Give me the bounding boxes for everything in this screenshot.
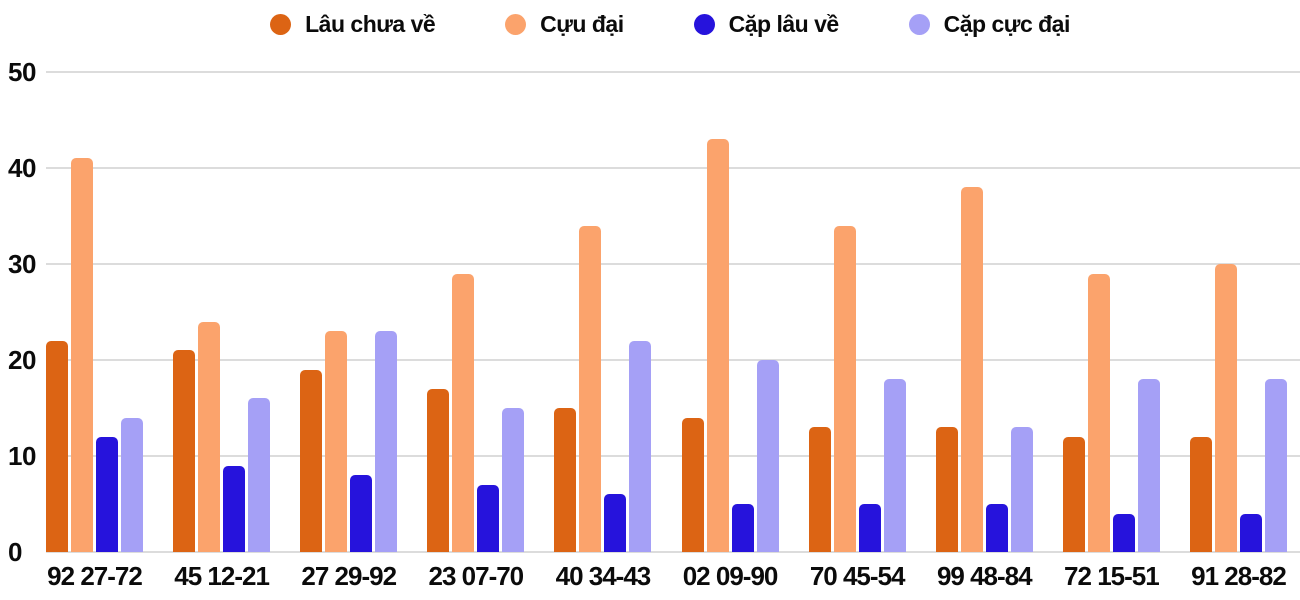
bar-series-3-cat-1 [248,398,271,552]
bar-series-2-cat-7 [985,504,1008,552]
bar-series-2-cat-6 [858,504,881,552]
legend-item-3: Cặp cực đại [908,10,1071,38]
legend-label: Cặp lâu về [728,10,840,37]
x-axis-category-label: 99 48-84 [936,561,1033,591]
legend-dot-icon [270,13,292,35]
bar-group-8: 72 15-51 [1062,72,1160,591]
y-axis-tick-label: 0 [8,537,22,567]
bar-series-1-cat-9 [1214,264,1237,552]
bar-series-3-cat-6 [883,379,906,552]
x-axis-category-label: 92 27-72 [47,561,143,591]
y-axis-tick-label: 50 [8,57,36,87]
bar-series-3-cat-0 [121,417,143,552]
x-axis-category-label: 70 45-54 [809,561,906,591]
bar-series-1-cat-3 [452,273,475,552]
legend-label: Lâu chưa về [305,10,436,37]
bar-series-2-cat-2 [350,475,373,552]
legend-label: Cựu đại [540,10,624,37]
x-axis-category-label: 02 09-90 [682,561,779,591]
bar-series-2-cat-4 [604,494,627,552]
y-axis-tick-label: 20 [8,345,36,375]
bar-group-6: 70 45-54 [808,72,906,591]
bar-series-1-cat-5 [706,139,729,552]
bar-group-9: 91 28-82 [1189,72,1287,591]
gridline-20 [46,359,1300,361]
bar-series-0-cat-5 [681,417,704,552]
bar-group-3: 23 07-70 [427,72,525,591]
legend-item-1: Cựu đại [505,10,624,38]
x-axis-category-label: 91 28-82 [1191,561,1287,591]
chart-legend: Lâu chưa về Cựu đại Cặp lâu về Cặp cực đại [40,4,1300,44]
bar-series-0-cat-8 [1062,436,1085,552]
bar-group-0: 92 27-72 [46,72,143,591]
bar-series-2-cat-3 [477,484,500,552]
bar-series-3-cat-8 [1137,379,1160,552]
bar-series-1-cat-0 [71,158,93,552]
bar-series-3-cat-2 [375,331,398,552]
bar-series-0-cat-4 [554,408,577,552]
bar-group-5: 02 09-90 [681,72,779,591]
bar-series-2-cat-8 [1112,513,1135,552]
plot-area: 0 10 20 30 40 50 92 27-72 45 12-21 27 29-92 23 0… [0,59,1300,591]
bar-series-0-cat-6 [808,427,831,552]
legend-item-2: Cặp lâu về [693,10,840,38]
bar-series-1-cat-4 [579,225,602,552]
x-axis-category-label: 23 07-70 [428,561,525,591]
bar-series-2-cat-5 [731,504,754,552]
bar-series-0-cat-7 [935,427,958,552]
legend-dot-icon [693,13,715,35]
bar-series-3-cat-9 [1264,379,1287,552]
bar-series-1-cat-7 [960,187,983,552]
y-axis-tick-label: 10 [8,441,36,471]
bar-series-1-cat-1 [198,321,221,552]
x-axis-category-label: 72 15-51 [1064,561,1160,591]
bar-groups: 92 27-72 45 12-21 27 29-92 23 07-70 40 34-43… [46,72,1287,591]
bar-series-3-cat-7 [1010,427,1033,552]
bar-series-0-cat-9 [1189,436,1212,552]
gridline-10 [46,455,1300,457]
bar-series-3-cat-3 [502,408,525,552]
bar-group-2: 27 29-92 [300,72,398,591]
gridline-30 [46,263,1300,265]
bar-series-3-cat-5 [756,360,779,552]
x-axis-category-label: 45 12-21 [174,561,270,591]
bar-series-2-cat-9 [1239,513,1262,552]
gridline-0 [46,551,1300,553]
x-axis-category-label: 40 34-43 [555,561,652,591]
legend-dot-icon [505,13,527,35]
bar-group-1: 45 12-21 [173,72,271,591]
gridline-50 [46,71,1300,73]
bar-series-3-cat-4 [629,340,652,552]
y-axis-tick-label: 30 [8,249,36,279]
bar-series-0-cat-1 [173,350,196,552]
x-axis-category-label: 27 29-92 [301,561,397,591]
bar-series-0-cat-3 [427,388,450,552]
legend-label: Cặp cực đại [943,10,1071,37]
bar-series-0-cat-0 [46,340,68,552]
bar-series-2-cat-0 [96,436,118,552]
y-axis-tick-label: 40 [8,153,36,183]
legend-dot-icon [908,13,930,35]
bar-series-0-cat-2 [300,369,323,552]
bar-series-1-cat-8 [1087,273,1110,552]
legend-item-0: Lâu chưa về [270,10,436,38]
bar-series-1-cat-2 [325,331,348,552]
bar-series-1-cat-6 [833,225,856,552]
gridline-40 [46,167,1300,169]
bar-group-7: 99 48-84 [935,72,1033,591]
bar-series-2-cat-1 [223,465,246,552]
bar-group-4: 40 34-43 [554,72,652,591]
